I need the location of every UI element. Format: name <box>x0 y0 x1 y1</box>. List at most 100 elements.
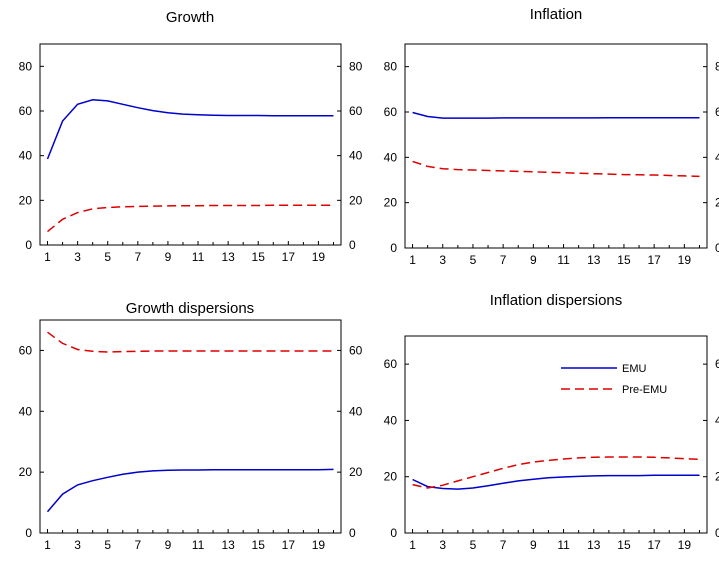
y-tick-label-left: 60 <box>384 105 398 119</box>
x-tick-label: 5 <box>470 253 477 267</box>
series-line-emu <box>46 468 334 513</box>
y-tick-label-right: 60 <box>349 104 363 118</box>
x-tick-label: 19 <box>312 250 326 264</box>
series-line-emu <box>412 111 700 119</box>
y-tick-label-right: 20 <box>715 196 719 210</box>
x-tick-label: 17 <box>647 538 661 552</box>
y-tick-label-left: 20 <box>19 465 33 479</box>
x-tick-label: 17 <box>282 538 296 552</box>
y-tick-label-right: 60 <box>715 357 719 371</box>
plot-frame <box>39 319 342 534</box>
series-line-pre-emu <box>412 160 700 178</box>
y-tick-label-right: 80 <box>715 60 719 74</box>
y-tick-label-left: 0 <box>25 526 32 540</box>
y-tick-label-right: 40 <box>715 413 719 427</box>
x-tick-label: 19 <box>312 538 326 552</box>
legend-label-emu: EMU <box>622 363 647 375</box>
x-tick-label: 15 <box>252 250 266 264</box>
x-tick-label: 5 <box>470 538 477 552</box>
x-tick-label: 19 <box>678 538 692 552</box>
series-line-emu <box>46 99 334 160</box>
x-tick-label: 3 <box>74 250 81 264</box>
x-tick-label: 1 <box>44 538 51 552</box>
x-tick-label: 3 <box>439 253 446 267</box>
y-tick-label-left: 60 <box>19 343 33 357</box>
x-tick-label: 7 <box>134 250 141 264</box>
y-tick-label-right: 20 <box>349 193 363 207</box>
x-tick-label: 1 <box>44 250 51 264</box>
y-tick-label-left: 0 <box>25 238 32 252</box>
x-tick-label: 11 <box>192 538 205 552</box>
y-tick-label-left: 60 <box>384 357 398 371</box>
y-tick-label-right: 40 <box>715 150 719 164</box>
y-tick-label-left: 40 <box>384 150 398 164</box>
x-tick-label: 5 <box>104 250 111 264</box>
chart-title: Inflation dispersions <box>490 292 623 309</box>
chart-title: Growth <box>166 9 214 26</box>
x-tick-label: 9 <box>165 538 172 552</box>
y-tick-label-right: 60 <box>715 105 719 119</box>
y-tick-label-left: 40 <box>19 404 33 418</box>
x-tick-label: 7 <box>500 253 507 267</box>
y-tick-label-right: 80 <box>349 59 363 73</box>
x-tick-label: 13 <box>221 538 235 552</box>
x-tick-label: 5 <box>104 538 111 552</box>
x-tick-label: 11 <box>192 250 205 264</box>
x-tick-label: 3 <box>74 538 81 552</box>
x-tick-label: 1 <box>409 253 416 267</box>
x-tick-label: 9 <box>530 253 537 267</box>
y-tick-label-left: 20 <box>384 470 398 484</box>
x-tick-label: 7 <box>134 538 141 552</box>
x-tick-label: 13 <box>587 538 601 552</box>
y-tick-label-right: 0 <box>715 526 719 540</box>
x-tick-label: 1 <box>409 538 416 552</box>
series-line-pre-emu <box>47 331 334 353</box>
legend-label-pre-emu: Pre-EMU <box>622 384 667 396</box>
y-tick-label-left: 80 <box>19 59 33 73</box>
y-tick-label-right: 40 <box>349 404 363 418</box>
y-tick-label-right: 40 <box>349 149 363 163</box>
legend: EMU Pre-EMU <box>561 363 667 396</box>
chart-panel-4: Inflation dispersions0020204040606013579… <box>384 292 719 552</box>
x-tick-label: 13 <box>221 250 235 264</box>
y-tick-label-left: 40 <box>384 413 398 427</box>
x-tick-label: 9 <box>530 538 537 552</box>
y-tick-label-right: 60 <box>349 343 363 357</box>
x-tick-label: 19 <box>678 253 692 267</box>
series-line-pre-emu <box>412 456 700 489</box>
chart-panel-2: Inflation0020204040606080801357911131517… <box>384 6 719 267</box>
y-tick-label-right: 0 <box>715 241 719 255</box>
y-tick-label-right: 20 <box>715 470 719 484</box>
series-line-pre-emu <box>47 204 334 233</box>
y-tick-label-left: 40 <box>19 149 33 163</box>
x-tick-label: 15 <box>252 538 266 552</box>
y-tick-label-right: 0 <box>349 238 356 252</box>
x-tick-label: 15 <box>617 538 631 552</box>
y-tick-label-right: 0 <box>349 526 356 540</box>
y-tick-label-left: 0 <box>390 241 397 255</box>
x-tick-label: 13 <box>587 253 601 267</box>
y-tick-label-right: 20 <box>349 465 363 479</box>
chart-title: Inflation <box>530 6 583 23</box>
x-tick-label: 3 <box>439 538 446 552</box>
plot-frame <box>404 335 708 534</box>
y-tick-label-left: 80 <box>384 60 398 74</box>
x-tick-label: 11 <box>557 538 570 552</box>
plot-frame <box>404 43 708 249</box>
chart-title: Growth dispersions <box>126 300 254 317</box>
x-tick-label: 15 <box>617 253 631 267</box>
x-tick-label: 11 <box>557 253 570 267</box>
y-tick-label-left: 20 <box>384 196 398 210</box>
y-tick-label-left: 20 <box>19 193 33 207</box>
x-tick-label: 17 <box>647 253 661 267</box>
series-line-emu <box>412 474 700 490</box>
y-tick-label-left: 0 <box>390 526 397 540</box>
x-tick-label: 7 <box>500 538 507 552</box>
plot-frame <box>39 43 342 246</box>
x-tick-label: 9 <box>165 250 172 264</box>
x-tick-label: 17 <box>282 250 296 264</box>
y-tick-label-left: 60 <box>19 104 33 118</box>
